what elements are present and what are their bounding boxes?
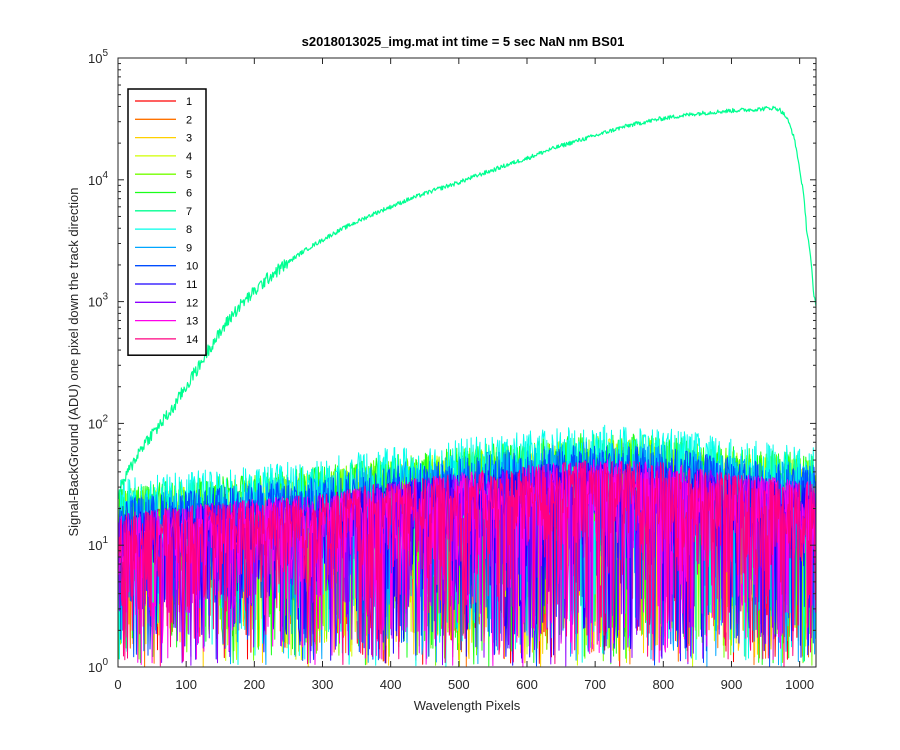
x-tick-label: 600 [516, 677, 538, 692]
legend-label-8: 8 [186, 224, 192, 236]
x-axis: 0 100 200 300 400 500 600 700 800 900 1000 [114, 58, 814, 692]
legend-label-4: 4 [186, 151, 192, 163]
axes-box [117, 57, 817, 668]
main-series-layer [118, 105, 816, 500]
y-tick-label: 100 [88, 657, 108, 675]
x-tick-label: 500 [448, 677, 470, 692]
x-axis-label: Wavelength Pixels [414, 698, 521, 713]
legend-box [127, 88, 207, 356]
y-tick-label: 102 [88, 413, 108, 431]
legend-label-1: 1 [186, 96, 192, 108]
noise-layer [118, 424, 816, 667]
legend-label-13: 13 [186, 316, 198, 328]
legend-label-14: 14 [186, 334, 198, 346]
x-tick-label: 1000 [785, 677, 814, 692]
legend-label-2: 2 [186, 114, 192, 126]
legend-label-10: 10 [186, 261, 198, 273]
x-tick-label: 100 [175, 677, 197, 692]
legend-label-3: 3 [186, 133, 192, 145]
chart-title: s2018013025_img.mat int time = 5 sec NaN… [302, 34, 625, 49]
x-tick-label: 700 [584, 677, 606, 692]
x-tick-label: 200 [243, 677, 265, 692]
x-tick-label: 0 [114, 677, 121, 692]
y-tick-label: 101 [88, 535, 108, 553]
series-7-line [118, 105, 816, 500]
legend-label-6: 6 [186, 188, 192, 200]
legend-label-12: 12 [186, 297, 198, 309]
y-axis-label: Signal-BackGround (ADU) one pixel down t… [66, 187, 81, 536]
x-tick-label: 400 [380, 677, 402, 692]
y-tick-label: 105 [88, 48, 108, 66]
legend-label-5: 5 [186, 169, 192, 181]
x-tick-label: 800 [652, 677, 674, 692]
series-14-line [118, 460, 816, 667]
legend-label-9: 9 [186, 242, 192, 254]
plot-area [117, 57, 817, 668]
legend-label-11: 11 [186, 279, 197, 291]
y-tick-label: 104 [88, 170, 108, 188]
y-tick-label: 103 [88, 292, 108, 310]
x-tick-label: 300 [312, 677, 334, 692]
x-tick-label: 900 [721, 677, 743, 692]
legend-label-7: 7 [186, 206, 192, 218]
